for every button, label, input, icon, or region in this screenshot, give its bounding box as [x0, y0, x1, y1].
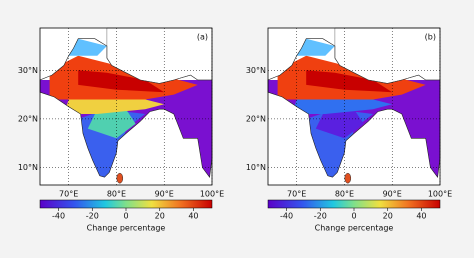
- lon-tick-label: 100°E: [200, 190, 224, 199]
- lat-tick-label: 30°N: [18, 66, 38, 75]
- map-panel: 10°N 20°N 30°N 70°E 80°E 90°E 100°E (b) -40 -20 0 2…: [246, 27, 452, 233]
- data-patch: [78, 70, 165, 93]
- colorbar-label: Change percentage: [315, 224, 394, 233]
- colorbar-tick-label: -20: [314, 212, 327, 221]
- data-patch: [296, 38, 335, 56]
- lat-tick-label: 30°N: [246, 66, 266, 75]
- lon-tick-label: 80°E: [335, 190, 354, 199]
- colorbar-tick-label: 40: [188, 212, 198, 221]
- colorbar-tick-label: 0: [123, 212, 128, 221]
- data-patch: [63, 97, 165, 114]
- colorbar-tick-label: -20: [86, 212, 99, 221]
- data-patch: [306, 70, 393, 93]
- sri-lanka: [344, 172, 352, 184]
- sri-lanka: [116, 172, 124, 184]
- data-patch: [291, 97, 393, 114]
- lon-tick-label: 100°E: [428, 190, 452, 199]
- panel-label: (b): [425, 33, 436, 42]
- map-frame: [267, 27, 441, 186]
- colorbar-tick-label: 40: [416, 212, 426, 221]
- lon-tick-label: 90°E: [383, 190, 402, 199]
- lon-tick-label: 70°E: [287, 190, 306, 199]
- lon-tick-label: 70°E: [59, 190, 78, 199]
- colorbar: [39, 199, 213, 209]
- lat-tick-label: 10°N: [18, 163, 38, 172]
- colorbar-tick-label: 20: [383, 212, 393, 221]
- colorbar-label: Change percentage: [87, 224, 166, 233]
- colorbar-tick-label: 0: [351, 212, 356, 221]
- colorbar-tick-label: -40: [52, 212, 65, 221]
- colorbar-tick-label: -40: [280, 212, 293, 221]
- data-patch: [68, 38, 107, 56]
- data-patch: [87, 109, 136, 139]
- panel-label: (a): [197, 33, 208, 42]
- lon-tick-label: 80°E: [107, 190, 126, 199]
- colorbar: [267, 199, 441, 209]
- country-outline: [39, 38, 213, 178]
- lat-tick-label: 20°N: [246, 114, 266, 123]
- lat-tick-label: 20°N: [18, 114, 38, 123]
- map-panel: 10°N 20°N 30°N 70°E 80°E 90°E 100°E (a) -40 -20 0 2…: [18, 27, 224, 233]
- lat-tick-label: 10°N: [246, 163, 266, 172]
- data-patch: [315, 109, 364, 139]
- colorbar-tick-label: 20: [155, 212, 165, 221]
- lon-tick-label: 90°E: [155, 190, 174, 199]
- map-frame: [39, 27, 213, 186]
- country-outline: [267, 38, 441, 178]
